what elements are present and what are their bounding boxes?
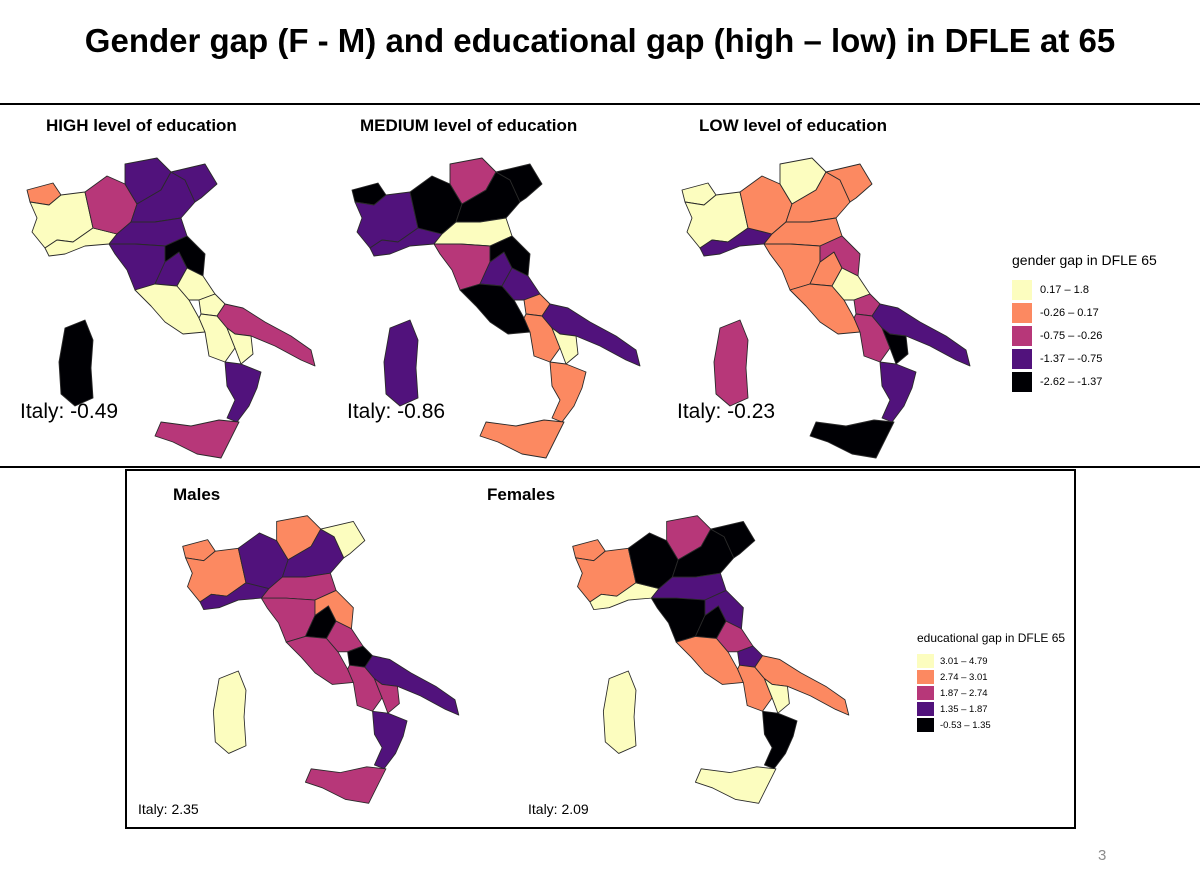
region-sicilia (809, 419, 895, 459)
region-friuli (825, 163, 873, 203)
page-number: 3 (1098, 847, 1107, 864)
region-sardegna (212, 670, 247, 754)
region-sardegna (602, 670, 637, 754)
legend-educational-gap: educational gap in DFLE 65 3.01 – 4.79 2.… (917, 631, 1065, 733)
legend-swatch (917, 702, 934, 716)
region-calabria (879, 361, 917, 423)
legend-label: -0.75 – -0.26 (1040, 329, 1103, 342)
region-basilicata (881, 327, 909, 365)
italy-value-males: Italy: 2.35 (138, 801, 199, 817)
region-sardegna (383, 319, 419, 407)
legend-gender-title: gender gap in DFLE 65 (1012, 252, 1157, 268)
map-males (182, 515, 460, 804)
legend-item: 0.17 – 1.8 (1012, 278, 1157, 301)
map-females (572, 515, 850, 804)
region-calabria (224, 361, 262, 423)
legend-swatch (917, 718, 934, 732)
italy-value-medium: Italy: -0.86 (347, 400, 446, 423)
legend-item: 1.35 – 1.87 (917, 701, 1065, 717)
top-divider (0, 103, 1200, 105)
legend-item: -2.62 – -1.37 (1012, 370, 1157, 393)
middle-divider (0, 466, 1200, 468)
region-friuli (320, 520, 366, 559)
legend-label: 2.74 – 3.01 (940, 671, 988, 683)
legend-label: 3.01 – 4.79 (940, 655, 988, 667)
legend-label: 1.35 – 1.87 (940, 703, 988, 715)
legend-swatch (1012, 348, 1032, 369)
legend-swatch (917, 670, 934, 684)
region-friuli (170, 163, 218, 203)
region-basilicata (764, 678, 790, 714)
italy-value-high: Italy: -0.49 (20, 400, 119, 423)
region-calabria (762, 710, 798, 770)
region-basilicata (551, 327, 579, 365)
legend-label: -0.53 – 1.35 (940, 719, 991, 731)
legend-item: 1.87 – 2.74 (917, 685, 1065, 701)
legend-item: 2.74 – 3.01 (917, 669, 1065, 685)
region-calabria (549, 361, 587, 423)
region-friuli (710, 520, 756, 559)
legend-swatch (917, 686, 934, 700)
map-medium-education (351, 157, 641, 459)
italy-value-females: Italy: 2.09 (528, 801, 589, 817)
legend-gender-gap: gender gap in DFLE 65 0.17 – 1.8 -0.26 – … (1012, 252, 1157, 393)
region-sicilia (479, 419, 565, 459)
legend-swatch (917, 654, 934, 668)
map-title-medium: MEDIUM level of education (360, 116, 578, 135)
legend-swatch (1012, 279, 1032, 300)
legend-item: -0.26 – 0.17 (1012, 301, 1157, 324)
gender-maps-panel (125, 469, 1076, 829)
region-sardegna (58, 319, 94, 407)
legend-label: -1.37 – -0.75 (1040, 352, 1103, 365)
map-title-low: LOW level of education (699, 116, 887, 135)
legend-item: -0.53 – 1.35 (917, 717, 1065, 733)
slide-title: Gender gap (F - M) and educational gap (… (84, 22, 1116, 59)
legend-label: -2.62 – -1.37 (1040, 375, 1103, 388)
region-sicilia (154, 419, 240, 459)
region-basilicata (226, 327, 254, 365)
legend-label: 0.17 – 1.8 (1040, 283, 1089, 296)
legend-swatch (1012, 371, 1032, 392)
region-calabria (372, 710, 408, 770)
italy-value-low: Italy: -0.23 (677, 400, 776, 423)
legend-item: -1.37 – -0.75 (1012, 347, 1157, 370)
legend-item: 3.01 – 4.79 (917, 653, 1065, 669)
legend-item: -0.75 – -0.26 (1012, 324, 1157, 347)
region-friuli (495, 163, 543, 203)
legend-education-title: educational gap in DFLE 65 (917, 631, 1066, 645)
map-high-education (26, 157, 316, 459)
region-sicilia (304, 766, 387, 804)
map-title-males: Males (173, 485, 221, 504)
legend-swatch (1012, 325, 1032, 346)
region-sardegna (713, 319, 749, 407)
legend-swatch (1012, 302, 1032, 323)
map-title-females: Females (487, 485, 556, 504)
legend-label: -0.26 – 0.17 (1040, 306, 1099, 319)
legend-label: 1.87 – 2.74 (940, 687, 988, 699)
region-sicilia (694, 766, 777, 804)
map-title-high: HIGH level of education (46, 116, 237, 135)
map-low-education (681, 157, 971, 459)
region-basilicata (374, 678, 400, 714)
